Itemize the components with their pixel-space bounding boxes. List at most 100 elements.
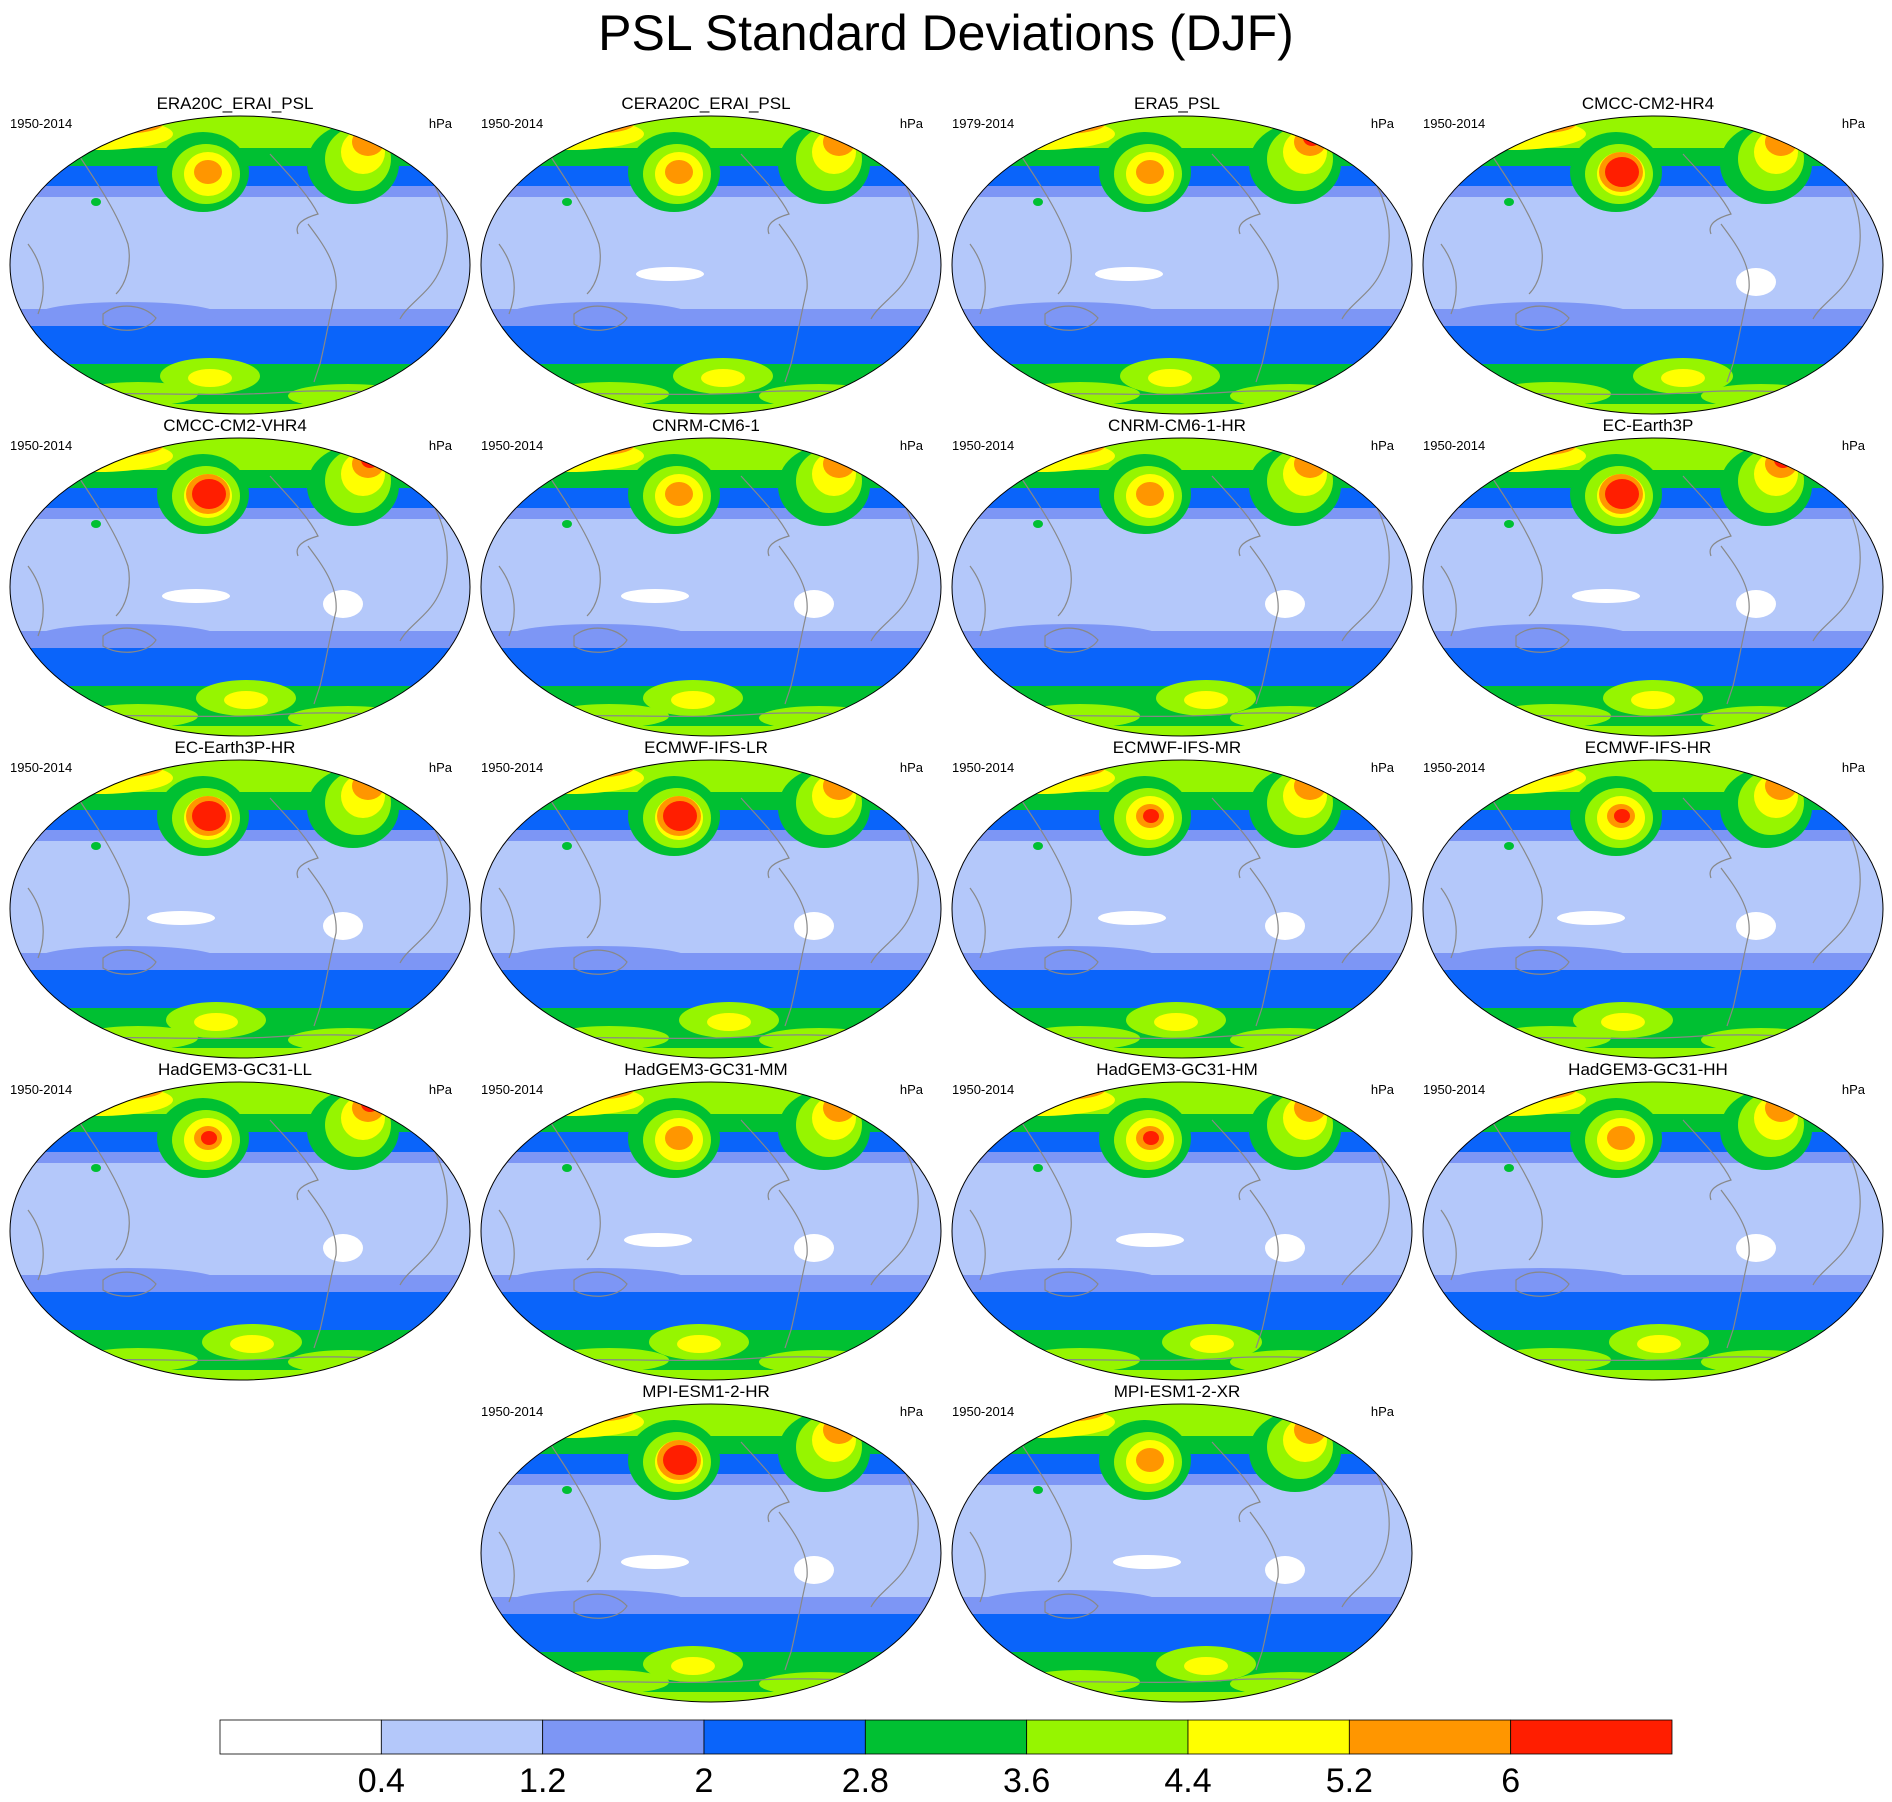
panel-units: hPa <box>1370 1082 1394 1097</box>
panel-title: CNRM-CM6-1 <box>652 416 760 435</box>
panel-period: 1950-2014 <box>952 438 1015 453</box>
colorbar-swatch <box>1348 1719 1512 1755</box>
map-panel: CERA20C_ERAI_PSL 1950-2014 hPa <box>471 94 942 415</box>
psl-stddev-map <box>480 759 942 1059</box>
map-panel: CMCC-CM2-VHR4 1950-2014 hPa <box>0 416 471 737</box>
colorbar-tick-label: 3.6 <box>1003 1762 1050 1800</box>
psl-stddev-map <box>951 115 1413 415</box>
psl-stddev-map <box>951 437 1413 737</box>
panel-units: hPa <box>1841 1082 1865 1097</box>
psl-stddev-map <box>951 759 1413 1059</box>
panel-period: 1950-2014 <box>952 1082 1015 1097</box>
colorbar-swatch <box>1026 1719 1189 1755</box>
colorbar-tick-label: 1.2 <box>519 1762 566 1800</box>
map-panel: EC-Earth3P-HR 1950-2014 hPa <box>0 738 471 1059</box>
panel-units: hPa <box>1370 438 1394 453</box>
panel-period: 1979-2014 <box>952 116 1015 131</box>
panel-period: 1950-2014 <box>481 1404 544 1419</box>
panel-title: ECMWF-IFS-MR <box>1112 738 1242 757</box>
psl-stddev-map <box>9 1081 471 1381</box>
panel-units: hPa <box>1841 760 1865 775</box>
panel-units: hPa <box>428 438 452 453</box>
psl-stddev-map <box>1422 759 1884 1059</box>
panel-units: hPa <box>899 438 923 453</box>
panel-period: 1950-2014 <box>10 116 73 131</box>
panel-period: 1950-2014 <box>1423 760 1486 775</box>
panel-period: 1950-2014 <box>10 760 73 775</box>
psl-stddev-map <box>951 1081 1413 1381</box>
map-panel: EC-Earth3P 1950-2014 hPa <box>1413 416 1884 737</box>
panel-title: CMCC-CM2-HR4 <box>1581 94 1715 113</box>
map-panel: ERA5_PSL 1979-2014 hPa <box>942 94 1413 415</box>
panel-units: hPa <box>899 1404 923 1419</box>
panel-title: ECMWF-IFS-HR <box>1584 738 1712 757</box>
psl-stddev-map <box>480 1403 942 1703</box>
psl-stddev-map <box>1422 437 1884 737</box>
colorbar-swatch <box>542 1719 705 1755</box>
panel-units: hPa <box>1370 116 1394 131</box>
panel-title: HadGEM3-GC31-HM <box>1096 1060 1258 1079</box>
map-panel: ERA20C_ERAI_PSL 1950-2014 hPa <box>0 94 471 415</box>
panel-period: 1950-2014 <box>1423 116 1486 131</box>
panel-units: hPa <box>428 760 452 775</box>
panel-units: hPa <box>428 1082 452 1097</box>
colorbar-tick-label: 2 <box>695 1762 714 1800</box>
psl-stddev-map <box>1422 115 1884 415</box>
map-panel: HadGEM3-GC31-LL 1950-2014 hPa <box>0 1060 471 1381</box>
panel-title: EC-Earth3P-HR <box>174 738 296 757</box>
colorbar-swatch <box>864 1719 1028 1755</box>
map-panel: CMCC-CM2-HR4 1950-2014 hPa <box>1413 94 1884 415</box>
panel-title: HadGEM3-GC31-HH <box>1568 1060 1728 1079</box>
map-panel: MPI-ESM1-2-XR 1950-2014 hPa <box>942 1382 1413 1703</box>
colorbar-swatch <box>1510 1719 1673 1755</box>
colorbar-tick-label: 5.2 <box>1326 1762 1373 1800</box>
map-panel: ECMWF-IFS-HR 1950-2014 hPa <box>1413 738 1884 1059</box>
panel-title: EC-Earth3P <box>1602 416 1694 435</box>
panel-period: 1950-2014 <box>481 438 544 453</box>
panel-title: HadGEM3-GC31-LL <box>157 1060 312 1079</box>
psl-stddev-map <box>9 115 471 415</box>
psl-stddev-map <box>9 437 471 737</box>
panel-units: hPa <box>899 760 923 775</box>
panel-units: hPa <box>1841 116 1865 131</box>
map-panel: HadGEM3-GC31-HM 1950-2014 hPa <box>942 1060 1413 1381</box>
panel-period: 1950-2014 <box>10 438 73 453</box>
panel-period: 1950-2014 <box>1423 438 1486 453</box>
colorbar-swatch <box>380 1719 544 1755</box>
map-panel: MPI-ESM1-2-HR 1950-2014 hPa <box>471 1382 942 1703</box>
panel-period: 1950-2014 <box>952 760 1015 775</box>
panel-period: 1950-2014 <box>481 116 544 131</box>
psl-stddev-map <box>480 1081 942 1381</box>
panel-units: hPa <box>1841 438 1865 453</box>
panel-title: ECMWF-IFS-LR <box>644 738 768 757</box>
panel-period: 1950-2014 <box>1423 1082 1486 1097</box>
panel-units: hPa <box>428 116 452 131</box>
panel-units: hPa <box>899 116 923 131</box>
panel-title: CMCC-CM2-VHR4 <box>163 416 307 435</box>
panel-period: 1950-2014 <box>952 1404 1015 1419</box>
map-panel: CNRM-CM6-1-HR 1950-2014 hPa <box>942 416 1413 737</box>
psl-stddev-map <box>480 437 942 737</box>
map-panel: HadGEM3-GC31-HH 1950-2014 hPa <box>1413 1060 1884 1381</box>
figure-title: PSL Standard Deviations (DJF) <box>598 5 1294 61</box>
psl-stddev-map <box>1422 1081 1884 1381</box>
panel-title: HadGEM3-GC31-MM <box>624 1060 788 1079</box>
map-panel: CNRM-CM6-1 1950-2014 hPa <box>471 416 942 737</box>
colorbar-swatch <box>1187 1719 1350 1755</box>
map-panel: ECMWF-IFS-MR 1950-2014 hPa <box>942 738 1413 1059</box>
panel-title: CNRM-CM6-1-HR <box>1108 416 1246 435</box>
panel-title: ERA5_PSL <box>1134 94 1220 113</box>
panel-period: 1950-2014 <box>10 1082 73 1097</box>
panel-title: CERA20C_ERAI_PSL <box>621 94 791 113</box>
colorbar-swatch <box>219 1719 382 1755</box>
colorbar-swatch <box>703 1719 866 1755</box>
colorbar-tick-label: 2.8 <box>842 1762 889 1800</box>
colorbar-tick-label: 0.4 <box>358 1762 405 1800</box>
colorbar-tick-label: 4.4 <box>1164 1762 1211 1800</box>
panel-units: hPa <box>1370 760 1394 775</box>
panel-title: MPI-ESM1-2-XR <box>1113 1382 1241 1401</box>
map-panel: HadGEM3-GC31-MM 1950-2014 hPa <box>471 1060 942 1381</box>
panel-title: ERA20C_ERAI_PSL <box>156 94 314 113</box>
colorbar-tick-label: 6 <box>1501 1762 1520 1800</box>
panel-period: 1950-2014 <box>481 1082 544 1097</box>
